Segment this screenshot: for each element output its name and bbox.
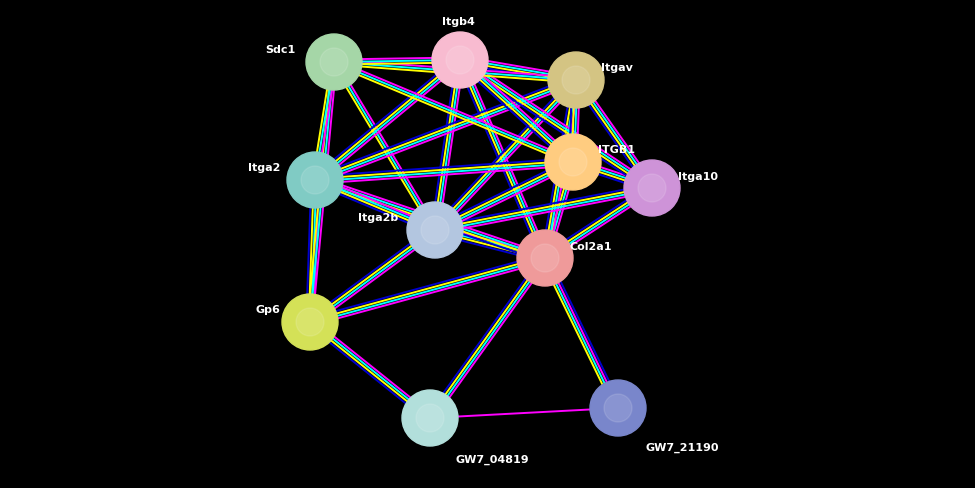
Circle shape bbox=[545, 134, 601, 190]
Circle shape bbox=[407, 202, 463, 258]
Circle shape bbox=[296, 308, 324, 336]
Text: Sdc1: Sdc1 bbox=[266, 45, 296, 55]
Text: Itgav: Itgav bbox=[601, 63, 633, 73]
Circle shape bbox=[320, 48, 348, 76]
Circle shape bbox=[548, 52, 604, 108]
Circle shape bbox=[287, 152, 343, 208]
Circle shape bbox=[282, 294, 338, 350]
Circle shape bbox=[624, 160, 680, 216]
Text: Itga2: Itga2 bbox=[248, 163, 280, 173]
Text: Itgb4: Itgb4 bbox=[442, 17, 475, 27]
Circle shape bbox=[590, 380, 646, 436]
Circle shape bbox=[531, 244, 559, 272]
Text: Itga10: Itga10 bbox=[678, 172, 718, 182]
Circle shape bbox=[517, 230, 573, 286]
Circle shape bbox=[562, 66, 590, 94]
Text: GW7_04819: GW7_04819 bbox=[455, 455, 528, 465]
Circle shape bbox=[559, 148, 587, 176]
Circle shape bbox=[421, 216, 449, 244]
Circle shape bbox=[432, 32, 488, 88]
Circle shape bbox=[301, 166, 329, 194]
Circle shape bbox=[446, 46, 474, 74]
Text: ITGB1: ITGB1 bbox=[598, 145, 635, 155]
Circle shape bbox=[402, 390, 458, 446]
Text: Gp6: Gp6 bbox=[255, 305, 280, 315]
Circle shape bbox=[416, 404, 444, 432]
Circle shape bbox=[306, 34, 362, 90]
Text: GW7_21190: GW7_21190 bbox=[645, 443, 719, 453]
Text: Col2a1: Col2a1 bbox=[570, 242, 612, 252]
Circle shape bbox=[604, 394, 632, 422]
Circle shape bbox=[638, 174, 666, 202]
Text: Itga2b: Itga2b bbox=[358, 213, 398, 223]
